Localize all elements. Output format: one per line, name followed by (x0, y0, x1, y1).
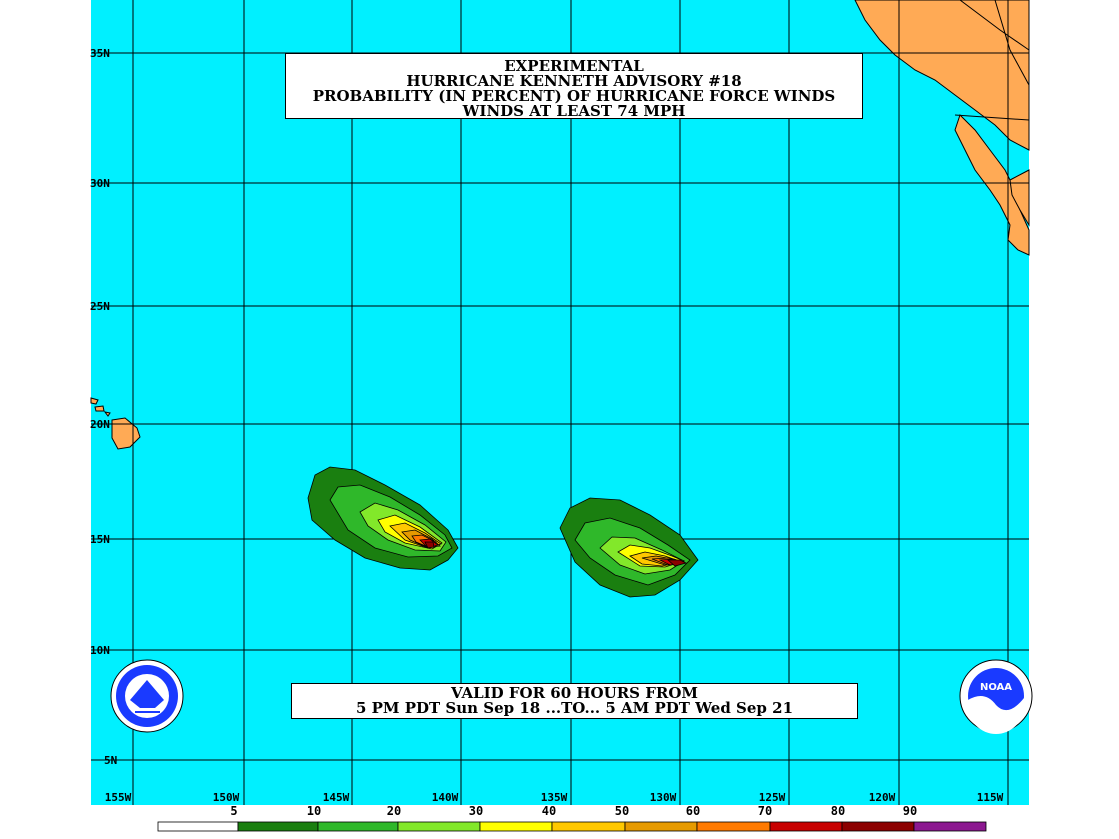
lat-label: 15N (90, 533, 110, 546)
lat-label: 30N (90, 177, 110, 190)
legend-labels: 5 10 20 30 40 50 60 70 80 90 (230, 804, 917, 818)
legend-label: 70 (758, 804, 772, 818)
probability-contours-east (559, 497, 699, 598)
svg-text:NOAA: NOAA (980, 682, 1012, 693)
nws-logo-icon (110, 659, 184, 733)
hawaii-small-islands (90, 397, 111, 417)
lon-label: 125W (759, 791, 786, 804)
probability-contours-west (307, 466, 459, 571)
title-line: WINDS AT LEAST 74 MPH (462, 102, 686, 120)
baja-peninsula-land (954, 114, 1030, 256)
lon-label: 155W (105, 791, 132, 804)
lat-label: 10N (90, 644, 110, 657)
legend-bar (157, 821, 987, 832)
valid-period-box: VALID FOR 60 HOURS FROM 5 PM PDT Sun Sep… (291, 683, 858, 719)
legend-label: 10 (307, 804, 321, 818)
lon-label: 135W (541, 791, 568, 804)
valid-line: VALID FOR 60 HOURS FROM (450, 684, 699, 702)
legend-label: 60 (686, 804, 700, 818)
lon-label: 140W (432, 791, 459, 804)
title-line: EXPERIMENTAL (504, 57, 644, 75)
title-line: HURRICANE KENNETH ADVISORY #18 (406, 72, 742, 90)
legend-label: 40 (542, 804, 556, 818)
latitude-labels: 35N 30N 25N 20N 15N 10N 5N (90, 47, 117, 767)
state-border-lines (954, 0, 1030, 121)
lon-label: 115W (977, 791, 1004, 804)
title-line: PROBABILITY (IN PERCENT) OF HURRICANE FO… (312, 87, 836, 105)
lon-label: 145W (323, 791, 350, 804)
noaa-logo-icon: NOAA (959, 659, 1033, 734)
legend-label: 5 (230, 804, 237, 818)
title-box: EXPERIMENTAL HURRICANE KENNETH ADVISORY … (285, 53, 863, 119)
lon-label: 150W (213, 791, 240, 804)
mexico-mainland-land (1009, 169, 1030, 227)
legend-label: 80 (831, 804, 845, 818)
lat-label: 20N (90, 418, 110, 431)
ocean-area (91, 0, 1029, 805)
lat-label: 35N (90, 47, 110, 60)
valid-line: 5 PM PDT Sun Sep 18 ...TO... 5 AM PDT We… (355, 699, 794, 717)
lat-label: 25N (90, 300, 110, 313)
legend-label: 20 (387, 804, 401, 818)
legend-label: 90 (903, 804, 917, 818)
lat-lon-grid (91, 0, 1029, 805)
lon-label: 120W (869, 791, 896, 804)
longitude-labels: 155W 150W 145W 140W 135W 130W 125W 120W … (105, 791, 1004, 804)
legend-label: 50 (615, 804, 629, 818)
legend-label: 30 (469, 804, 483, 818)
lat-label: 5N (104, 754, 117, 767)
lon-label: 130W (650, 791, 677, 804)
